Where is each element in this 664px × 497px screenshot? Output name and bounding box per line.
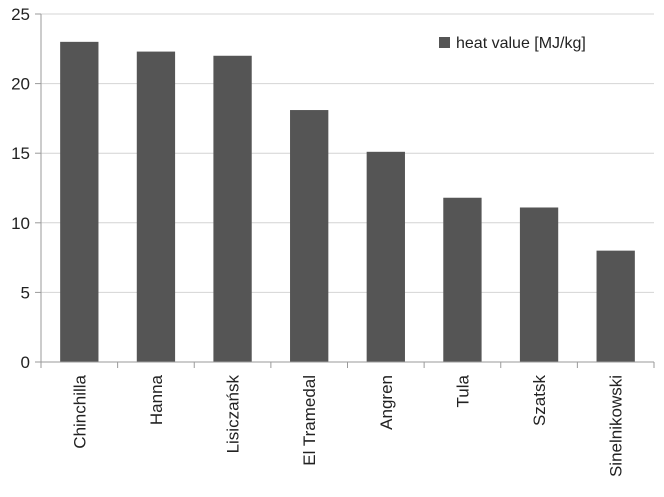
bar: [519, 207, 559, 362]
legend: heat value [MJ/kg]: [439, 35, 586, 52]
x-tick-label: Tula: [453, 374, 472, 407]
axes: [35, 13, 655, 368]
legend-label: heat value [MJ/kg]: [456, 35, 586, 52]
x-tick-label: Sinelnikowski: [607, 375, 626, 477]
y-tick-label: 20: [11, 75, 30, 94]
x-tick-label: Chinchilla: [70, 374, 89, 448]
x-tick-label: Lisiczańsk: [224, 375, 243, 454]
y-tick-label: 0: [21, 353, 30, 372]
legend-swatch: [439, 37, 450, 48]
y-tick-label: 15: [11, 144, 30, 163]
bar: [443, 197, 482, 362]
bar: [136, 51, 176, 363]
x-tick-label: Angren: [377, 375, 396, 430]
gridlines: [41, 13, 654, 293]
y-tick-labels: 0 5 10 15 20 25: [11, 5, 30, 372]
y-tick-label: 25: [11, 5, 30, 24]
bars: [60, 41, 635, 363]
x-tick-label: El Tramedal: [300, 375, 319, 466]
y-tick-label: 10: [11, 214, 30, 233]
bar: [290, 110, 329, 362]
x-tick-label: Szatsk: [530, 375, 549, 427]
bar: [596, 250, 635, 362]
x-tick-labels: Chinchilla Hanna Lisiczańsk El Tramedal Angr…: [70, 374, 625, 477]
x-tick-label: Hanna: [147, 374, 166, 425]
y-tick-label: 5: [21, 283, 30, 302]
bar: [366, 151, 405, 362]
bar: [60, 41, 99, 363]
bar: [213, 55, 252, 362]
